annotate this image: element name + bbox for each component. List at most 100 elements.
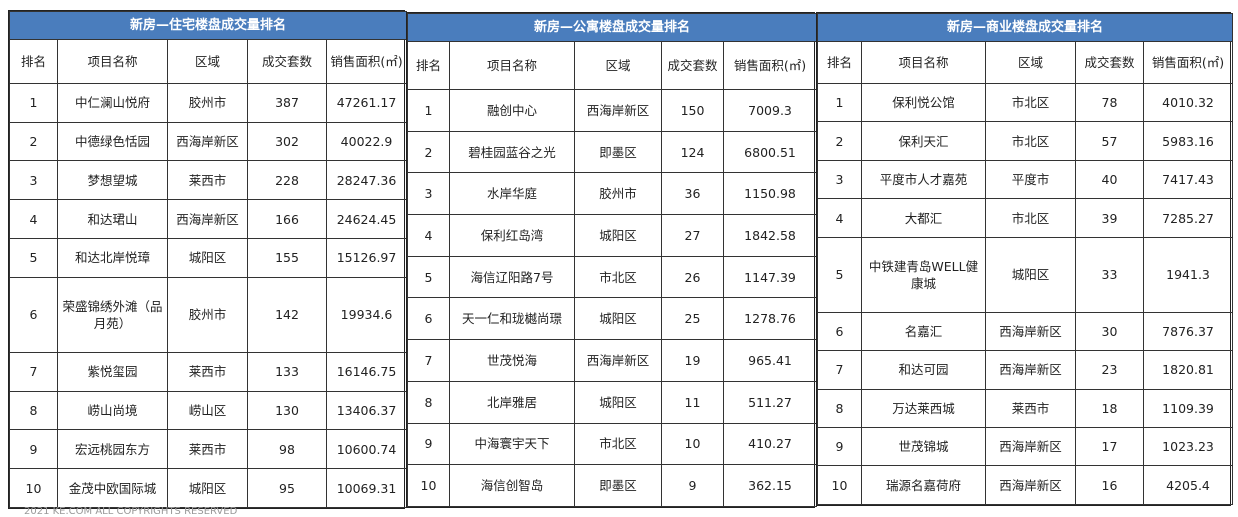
cell: 6 [407,297,450,341]
cell: 16146.75 [325,352,408,392]
column-header: 排名 [817,41,862,84]
header-row: 排名 项目名称 区域 成交套数 销售面积(㎡) [9,39,408,84]
ranking-table: 新房—商业楼盘成交量排名 排名 项目名称 区域 成交套数 销售面积(㎡) 1 保利悦公馆 市北区… [816,12,1234,506]
cell: 保利红岛湾 [449,214,575,257]
cell: 362.15 [722,464,818,507]
cell: 城阳区 [985,236,1076,313]
cell: 市北区 [985,198,1076,238]
cell: 和达珺山 [57,199,168,239]
cell: 387 [247,83,327,123]
cell: 城阳区 [574,214,662,257]
title-row: 新房—公寓楼盘成交量排名 [406,13,818,42]
cell: 57 [1075,121,1144,161]
data-row: 4 保利红岛湾 城阳区 27 1842.58 [407,214,818,257]
ranking-table: 新房—公寓楼盘成交量排名 排名 项目名称 区域 成交套数 销售面积(㎡) 1 融创中心 西海岸新… [406,12,818,508]
cell: 和达可园 [861,350,986,390]
cell: 中德绿色恬园 [57,121,168,162]
cell: 130 [247,390,327,431]
cell: 2 [407,130,450,174]
cell: 410.27 [722,422,818,466]
cell: 1150.98 [722,172,818,216]
cell: 5983.16 [1142,121,1234,161]
data-row: 9 世茂锦城 西海岸新区 17 1023.23 [817,426,1234,467]
cell: 荣盛锦绣外滩（品月苑） [57,276,168,354]
cell: 大都汇 [861,198,986,238]
cell: 7876.37 [1142,311,1234,352]
cell: 市北区 [985,82,1076,123]
cell: 40022.9 [325,121,408,162]
column-header: 区域 [574,41,662,90]
cell: 1278.76 [722,297,818,341]
cell: 2 [817,121,862,161]
cell: 15126.97 [325,237,408,278]
cell: 98 [247,429,327,470]
cell: 19934.6 [325,276,408,354]
cell: 崂山区 [167,390,248,431]
data-row: 7 紫悦玺园 莱西市 133 16146.75 [9,352,408,392]
cell: 西海岸新区 [985,350,1076,390]
table-title: 新房—住宅楼盘成交量排名 [8,11,408,40]
cell: 金茂中欧国际城 [57,468,168,508]
cell: 27 [661,214,724,257]
data-row: 9 宏远桃园东方 莱西市 98 10600.74 [9,429,408,470]
cell: 16 [1075,465,1144,505]
cell: 莱西市 [167,429,248,470]
data-row: 6 天一仁和珑樾尚璟 城阳区 25 1278.76 [407,297,818,341]
cell: 西海岸新区 [167,199,248,239]
cell: 梦想望城 [57,160,168,201]
cell: 崂山尚境 [57,390,168,431]
cell: 4 [817,198,862,238]
cell: 海信辽阳路7号 [449,255,575,299]
data-row: 8 崂山尚境 崂山区 130 13406.37 [9,390,408,431]
cell: 10 [661,422,724,466]
cell: 1023.23 [1142,426,1234,467]
cell: 胶州市 [167,276,248,354]
cell: 302 [247,121,327,162]
column-header: 排名 [9,39,58,84]
cell: 40 [1075,159,1144,200]
cell: 133 [247,352,327,392]
cell: 胶州市 [574,172,662,216]
cell: 78 [1075,82,1144,123]
cell: 海信创智岛 [449,464,575,507]
cell: 28247.36 [325,160,408,201]
cell: 13406.37 [325,390,408,431]
cell: 9 [407,422,450,466]
data-row: 2 中德绿色恬园 西海岸新区 302 40022.9 [9,121,408,162]
data-row: 6 荣盛锦绣外滩（品月苑） 胶州市 142 19934.6 [9,276,408,354]
cell: 166 [247,199,327,239]
cell: 莱西市 [167,160,248,201]
column-header: 区域 [167,39,248,84]
data-row: 3 平度市人才嘉苑 平度市 40 7417.43 [817,159,1234,200]
data-row: 10 瑞源名嘉荷府 西海岸新区 16 4205.4 [817,465,1234,505]
data-row: 8 万达莱西城 莱西市 18 1109.39 [817,388,1234,428]
cell: 24624.45 [325,199,408,239]
cell: 10 [407,464,450,507]
table: 新房—公寓楼盘成交量排名 排名 项目名称 区域 成交套数 销售面积(㎡) 1 融创中心 西海岸新… [406,13,818,507]
data-row: 5 中铁建青岛WELL健康城 城阳区 33 1941.3 [817,236,1234,313]
cell: 城阳区 [574,297,662,341]
cell: 1941.3 [1142,236,1234,313]
cell: 水岸华庭 [449,172,575,216]
ranking-table: 新房—住宅楼盘成交量排名 排名 项目名称 区域 成交套数 销售面积(㎡) 1 中仁澜山悦府 胶州… [8,10,408,509]
cell: 1 [817,82,862,123]
column-header: 销售面积(㎡) [722,41,818,90]
cell: 西海岸新区 [985,426,1076,467]
cell: 保利天汇 [861,121,986,161]
cell: 城阳区 [167,237,248,278]
cell: 8 [817,388,862,428]
cell: 北岸雅居 [449,380,575,424]
cell: 西海岸新区 [574,339,662,382]
cell: 1 [9,83,58,123]
cell: 150 [661,89,724,132]
table-title: 新房—公寓楼盘成交量排名 [406,13,818,42]
cell: 即墨区 [574,464,662,507]
column-header: 成交套数 [1075,41,1144,84]
data-row: 3 梦想望城 莱西市 228 28247.36 [9,160,408,201]
cell: 5 [407,255,450,299]
cell: 5 [9,237,58,278]
cell: 1109.39 [1142,388,1234,428]
cell: 西海岸新区 [985,465,1076,505]
cell: 124 [661,130,724,174]
